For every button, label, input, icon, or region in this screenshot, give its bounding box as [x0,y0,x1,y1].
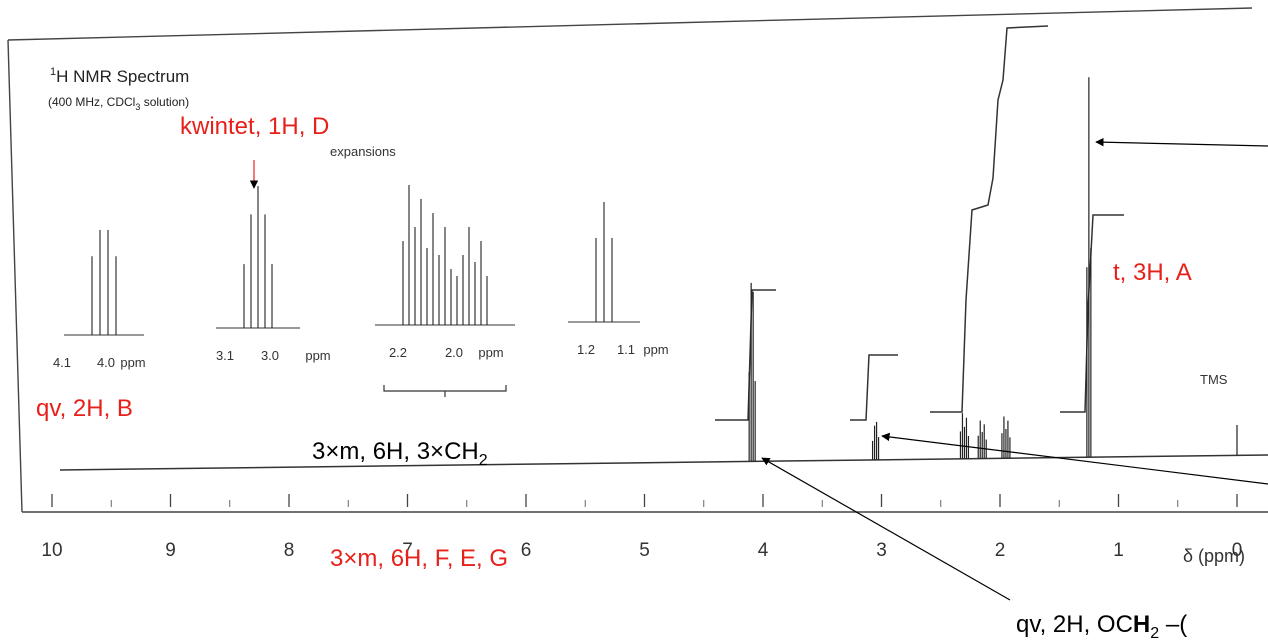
main-spectrum [748,77,1238,462]
integral-1-25 [1060,214,1124,413]
expansion-tick-label: 4.0 [97,355,115,370]
expansion-tick-label: ppm [643,342,668,357]
annotation-arrows [249,137,1268,601]
triplet-arrow [1095,137,1268,147]
quintet-arrow [881,432,1268,485]
expansion-tick-label: 2.2 [389,345,407,360]
och2-subscript: 2 [1150,625,1159,642]
integral-2 [930,25,1049,413]
conditions-main: (400 MHz, CDCl [48,95,135,109]
expansion-tick-label: 4.1 [53,355,71,370]
quartet-b-annotation: qv, 2H, B [36,395,133,422]
triplet-a-annotation: t, 3H, A [1113,259,1192,286]
axis-tick-label: 0 [1232,540,1243,561]
och2-tail: –( [1159,611,1187,638]
expansions-label: expansions [330,144,396,159]
axis-tick-label: 9 [165,540,176,561]
expansion-tick-label: 3.1 [216,348,234,363]
conditions-subscript: 3 [135,102,140,112]
expansion-tick-label: 3.0 [261,348,279,363]
expansion-tick-label: ppm [478,345,503,360]
multiplet-ch2-annotation: 3×m, 6H, 3×CH2 [312,438,488,469]
integration-curves [715,25,1124,421]
title-main: H NMR Spectrum [56,67,189,86]
expansion-tick-label: 1.2 [577,342,595,357]
spectrum-title: 1H NMR Spectrum [50,66,189,86]
axis-tick-label: 3 [876,540,887,561]
axis-tick-label: 4 [758,540,769,561]
axis-tick-label: 10 [41,540,62,561]
multiplet-ch2-subscript: 2 [479,452,488,469]
quartet-och2-annotation: qv, 2H, OCH2 –( [1016,611,1187,642]
kwintet-annotation: kwintet, 1H, D [180,113,329,140]
conditions-suffix: solution) [140,95,189,109]
expansion-insets: 4.1 4.0 ppm 3.1 3.0 ppm 2.2 2.0 ppm 1.2 1.1 ppm [53,185,669,370]
multiplet-feg-annotation: 3×m, 6H, F, E, G [330,545,508,572]
quartet-arrow [761,457,1011,601]
axis-unit-label: δ (ppm) [1183,546,1245,566]
integral-4-1 [715,289,776,421]
multiplet-ch2-main: 3×m, 6H, 3×CH [312,438,479,465]
expansion-tick-label: ppm [120,355,145,370]
axis-tick-label: 5 [639,540,650,561]
title-superscript: 1 [50,66,56,78]
integral-3-05 [850,354,898,421]
multiplet-bracket [383,385,507,397]
axis-tick-label: 6 [521,540,532,561]
axis-tick-label: 2 [995,540,1006,561]
spectrum-conditions: (400 MHz, CDCl3 solution) [48,95,189,112]
expansion-tick-label: 1.1 [617,342,635,357]
spectrum-baseline [59,454,1268,471]
tms-label: TMS [1200,372,1228,387]
x-axis: 10 9 8 7 6 5 4 3 2 1 0 [41,494,1242,561]
och2-main: qv, 2H, OC [1016,611,1133,638]
axis-tick-label: 8 [284,540,295,561]
expansion-tick-label: ppm [305,348,330,363]
och2-bold-h: H [1133,611,1150,638]
expansion-tick-label: 2.0 [445,345,463,360]
spectrum-frame [7,7,1268,513]
frame-left [7,39,23,513]
axis-tick-label: 7 [402,540,413,561]
axis-tick-label: 1 [1113,540,1124,561]
frame-top [7,7,1253,41]
